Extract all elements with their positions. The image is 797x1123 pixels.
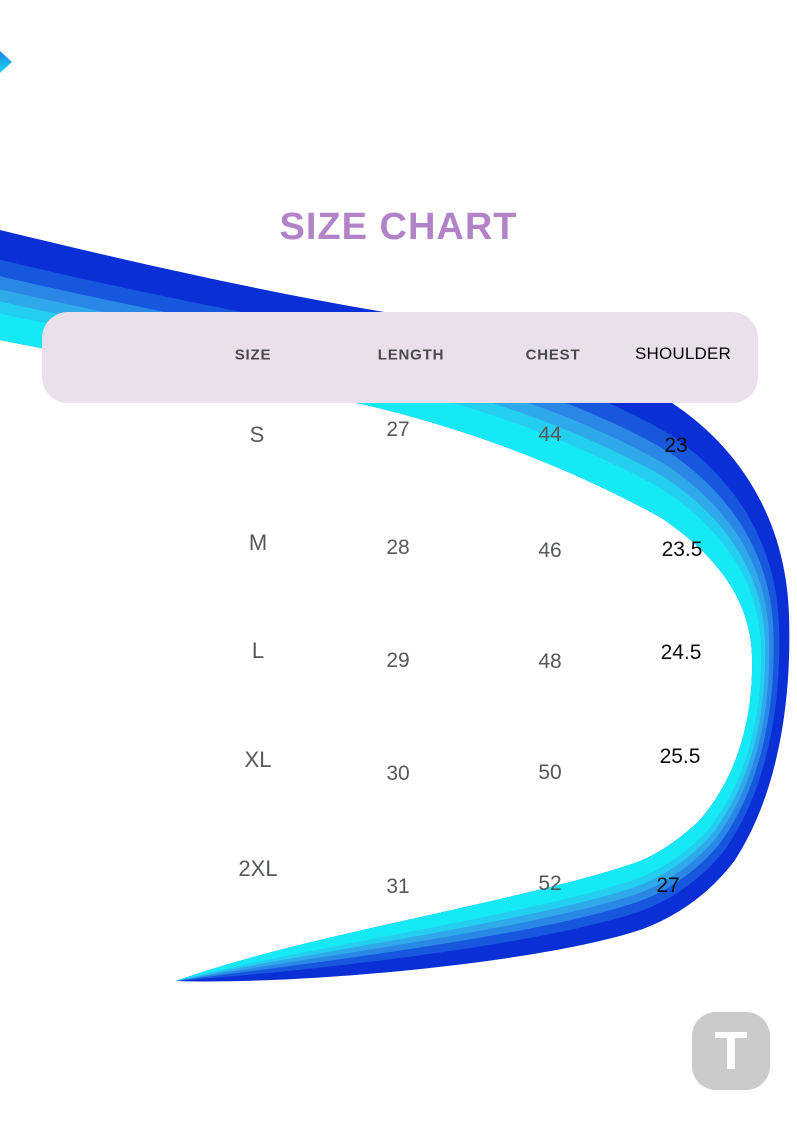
cell-length-xl: 30 bbox=[386, 762, 410, 785]
page-title: SIZE CHART bbox=[279, 206, 518, 248]
cell-size-l: L bbox=[251, 638, 265, 663]
cell-size-2xl: 2XL bbox=[238, 856, 278, 881]
cell-shoulder-l: 24.5 bbox=[660, 641, 702, 664]
brand-logo-letter: T bbox=[714, 1021, 748, 1081]
cell-length-l: 29 bbox=[386, 649, 410, 672]
cell-shoulder-2xl: 27 bbox=[656, 874, 680, 897]
cell-chest-s: 44 bbox=[538, 423, 562, 446]
cell-size-m: M bbox=[248, 530, 268, 555]
table-header-panel bbox=[42, 312, 758, 403]
cell-shoulder-m: 23.5 bbox=[661, 538, 703, 561]
column-header-chest: CHEST bbox=[525, 346, 581, 364]
cell-size-xl: XL bbox=[244, 747, 272, 772]
cell-size-s: S bbox=[249, 422, 265, 447]
cell-shoulder-s: 23 bbox=[664, 434, 688, 457]
column-header-shoulder: SHOULDER bbox=[634, 344, 732, 363]
cell-length-2xl: 31 bbox=[386, 875, 410, 898]
cell-chest-xl: 50 bbox=[538, 761, 562, 784]
column-header-size: SIZE bbox=[234, 346, 272, 364]
cell-shoulder-xl: 25.5 bbox=[659, 745, 701, 768]
left-edge-arrow-icon bbox=[0, 51, 12, 73]
cell-length-m: 28 bbox=[386, 536, 410, 559]
cell-chest-2xl: 52 bbox=[538, 872, 562, 895]
cell-length-s: 27 bbox=[386, 418, 410, 441]
column-header-length: LENGTH bbox=[377, 346, 445, 364]
cell-chest-m: 46 bbox=[538, 539, 562, 562]
brand-logo: T bbox=[692, 1012, 770, 1090]
cell-chest-l: 48 bbox=[538, 650, 562, 673]
